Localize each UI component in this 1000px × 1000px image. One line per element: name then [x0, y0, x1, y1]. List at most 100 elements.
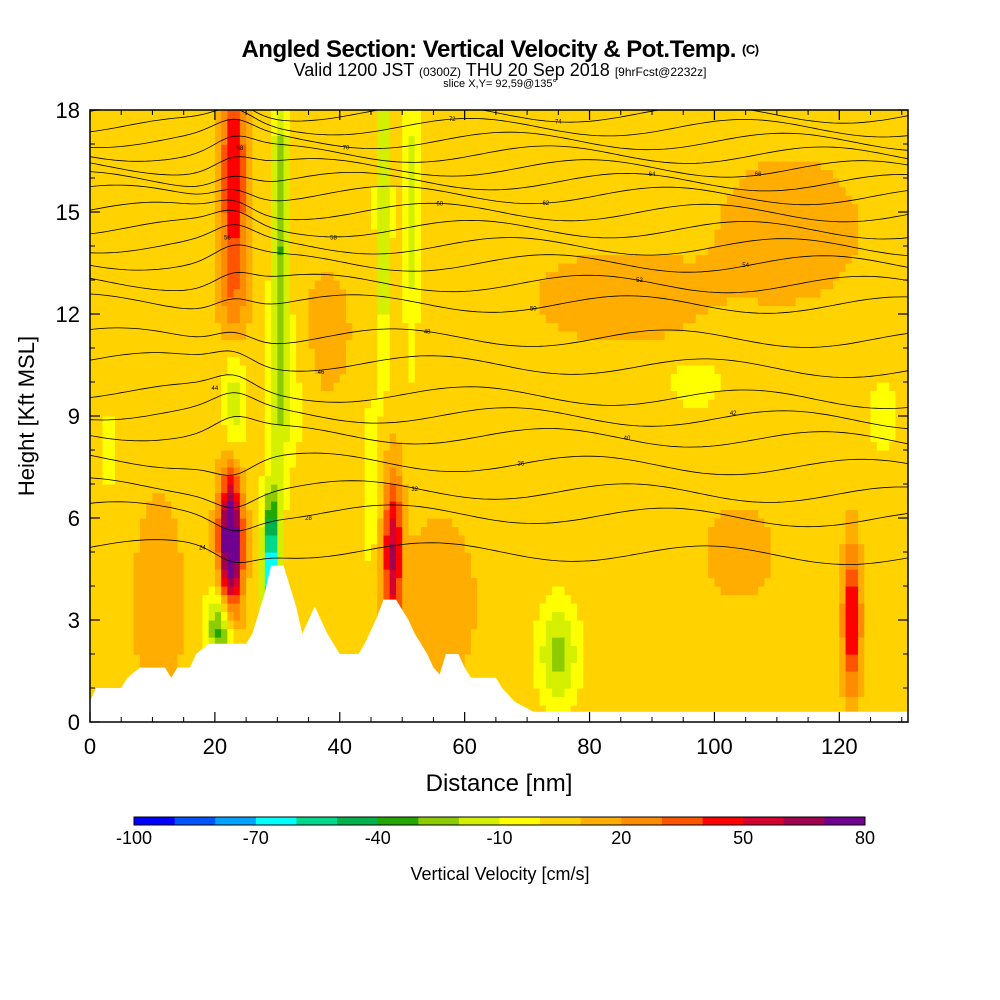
velocity-cell — [483, 203, 491, 213]
velocity-cell — [289, 331, 297, 341]
velocity-cell — [171, 212, 179, 222]
velocity-cell — [458, 186, 466, 196]
velocity-cell — [202, 594, 210, 604]
velocity-cell — [177, 637, 185, 647]
velocity-cell — [183, 356, 191, 366]
velocity-cell — [477, 577, 484, 587]
velocity-cell — [495, 271, 503, 281]
velocity-cell — [271, 305, 278, 315]
velocity-cell — [202, 203, 210, 213]
velocity-cell — [464, 237, 472, 247]
velocity-cell — [296, 135, 303, 145]
velocity-cell — [214, 229, 222, 239]
velocity-cell — [314, 399, 322, 409]
velocity-cell — [296, 603, 303, 613]
velocity-cell — [152, 237, 160, 247]
velocity-cell — [171, 254, 179, 264]
velocity-cell — [139, 543, 147, 553]
velocity-cell — [314, 314, 322, 324]
velocity-cell — [258, 552, 266, 562]
velocity-cell — [420, 288, 428, 298]
velocity-cell — [289, 110, 297, 120]
velocity-cell — [389, 356, 397, 366]
velocity-cell — [477, 662, 484, 672]
velocity-cell — [477, 152, 484, 162]
velocity-cell — [146, 390, 154, 400]
velocity-cell — [102, 543, 110, 553]
velocity-cell — [408, 569, 416, 579]
velocity-cell — [321, 373, 328, 383]
velocity-cell — [177, 263, 185, 273]
velocity-cell — [246, 339, 253, 349]
velocity-cell — [514, 475, 522, 485]
velocity-cell — [302, 577, 310, 587]
velocity-cell — [414, 407, 422, 417]
velocity-cell — [346, 526, 353, 536]
velocity-cell — [296, 441, 303, 451]
velocity-cell — [339, 263, 347, 273]
velocity-cell — [514, 373, 522, 383]
velocity-cell — [314, 331, 322, 341]
velocity-cell — [489, 382, 497, 392]
velocity-cell — [433, 135, 441, 145]
velocity-cell — [96, 526, 104, 536]
velocity-cell — [196, 339, 203, 349]
velocity-cell — [339, 356, 347, 366]
velocity-cell — [90, 373, 97, 383]
velocity-cell — [427, 577, 435, 587]
velocity-cell — [96, 365, 104, 375]
velocity-cell — [321, 263, 328, 273]
velocity-cell — [214, 399, 222, 409]
velocity-cell — [514, 246, 522, 256]
velocity-cell — [477, 424, 484, 434]
velocity-cell — [152, 509, 160, 519]
velocity-cell — [233, 144, 241, 154]
velocity-cell — [477, 178, 484, 188]
velocity-cell — [152, 526, 160, 536]
velocity-cell — [121, 169, 129, 179]
velocity-cell — [314, 186, 322, 196]
velocity-cell — [139, 637, 147, 647]
velocity-cell — [520, 569, 528, 579]
velocity-cell — [346, 246, 353, 256]
velocity-cell — [489, 586, 497, 596]
velocity-cell — [502, 594, 509, 604]
velocity-cell — [171, 229, 179, 239]
velocity-cell — [277, 416, 285, 426]
velocity-cell — [289, 271, 297, 281]
velocity-cell — [283, 212, 291, 222]
velocity-cell — [364, 535, 372, 545]
velocity-cell — [389, 348, 397, 358]
velocity-cell — [408, 246, 416, 256]
velocity-cell — [108, 509, 116, 519]
velocity-cell — [196, 501, 203, 511]
velocity-cell — [433, 535, 441, 545]
velocity-cell — [221, 484, 228, 494]
velocity-cell — [127, 535, 135, 545]
velocity-cell — [414, 220, 422, 230]
velocity-cell — [208, 509, 216, 519]
velocity-cell — [321, 127, 328, 137]
velocity-cell — [139, 118, 147, 128]
velocity-cell — [139, 492, 147, 502]
velocity-cell — [483, 305, 491, 315]
velocity-cell — [358, 305, 366, 315]
velocity-cell — [177, 110, 185, 120]
velocity-cell — [408, 611, 416, 621]
velocity-cell — [233, 339, 241, 349]
velocity-cell — [502, 356, 509, 366]
velocity-cell — [246, 611, 253, 621]
velocity-cell — [277, 118, 285, 128]
velocity-cell — [458, 135, 466, 145]
velocity-cell — [458, 552, 466, 562]
velocity-cell — [152, 467, 160, 477]
velocity-cell — [152, 662, 160, 672]
velocity-cell — [227, 509, 235, 519]
velocity-cell — [264, 356, 272, 366]
velocity-cell — [233, 611, 241, 621]
velocity-cell — [470, 212, 478, 222]
velocity-cell — [470, 118, 478, 128]
velocity-cell — [433, 509, 441, 519]
velocity-cell — [90, 220, 97, 230]
velocity-cell — [495, 560, 503, 570]
